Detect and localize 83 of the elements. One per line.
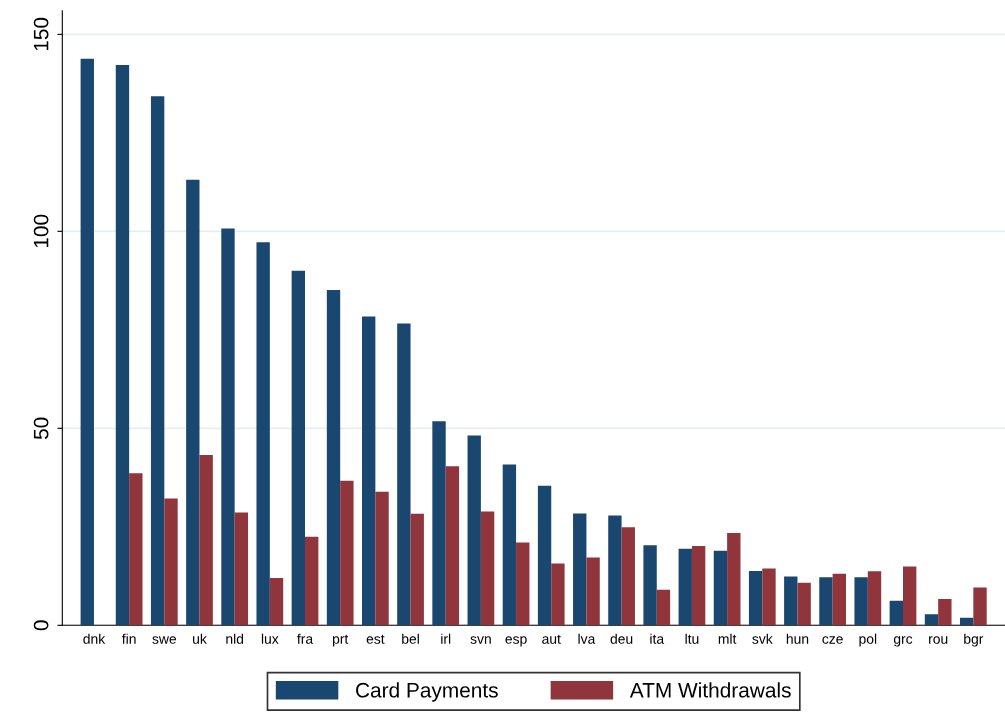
bar bbox=[748, 570, 763, 626]
bar bbox=[340, 480, 354, 626]
bar bbox=[80, 58, 94, 626]
bar bbox=[537, 485, 552, 626]
bar bbox=[889, 600, 903, 626]
x-tick-label: fra bbox=[297, 633, 314, 644]
bar bbox=[115, 65, 130, 626]
bar bbox=[608, 515, 622, 626]
bar bbox=[691, 546, 706, 626]
x-tick-label: aut bbox=[542, 634, 561, 644]
bar bbox=[832, 573, 847, 626]
x-tick-label: ltu bbox=[685, 633, 699, 644]
x-tick-label: hun bbox=[786, 633, 809, 644]
bar bbox=[854, 577, 868, 626]
x-tick-label: bgr bbox=[964, 633, 984, 647]
x-tick-label: nld bbox=[226, 633, 244, 644]
bar bbox=[678, 548, 692, 626]
x-tick-label: cze bbox=[822, 636, 843, 644]
bar bbox=[362, 316, 376, 626]
bar bbox=[375, 491, 389, 626]
x-tick-label: bel bbox=[402, 633, 419, 644]
y-tick-label: 100 bbox=[33, 214, 49, 248]
bar bbox=[959, 617, 974, 626]
bar bbox=[305, 536, 319, 626]
bar bbox=[713, 550, 728, 626]
bar bbox=[573, 513, 587, 626]
x-tick-label: svk bbox=[752, 633, 773, 644]
x-tick-label: esp bbox=[505, 636, 527, 647]
bar bbox=[256, 242, 270, 626]
bar bbox=[445, 466, 460, 626]
bar bbox=[432, 421, 446, 626]
bar bbox=[186, 179, 200, 626]
bar bbox=[326, 290, 341, 626]
x-tick-label: ita bbox=[650, 633, 665, 644]
bar bbox=[551, 563, 565, 626]
x-tick-label: svn bbox=[470, 636, 491, 644]
bar bbox=[516, 542, 530, 626]
bar bbox=[727, 533, 741, 626]
bar bbox=[467, 435, 481, 626]
x-tick-label: mlt bbox=[718, 633, 737, 644]
bar bbox=[150, 96, 165, 626]
x-tick-label: uk bbox=[193, 633, 207, 644]
legend-label: Card Payments bbox=[356, 682, 498, 702]
y-tick-label: 150 bbox=[33, 17, 49, 51]
bar bbox=[234, 512, 249, 626]
x-tick-label: deu bbox=[610, 633, 633, 644]
x-tick-label: lva bbox=[578, 633, 596, 644]
x-tick-label: est bbox=[366, 634, 385, 644]
bar bbox=[797, 582, 811, 626]
bar bbox=[291, 270, 306, 626]
x-tick-label: fin bbox=[122, 633, 136, 644]
bar bbox=[410, 513, 424, 626]
bar bbox=[621, 527, 635, 626]
bar bbox=[656, 589, 671, 626]
bar bbox=[819, 577, 833, 626]
bar bbox=[762, 568, 776, 626]
x-tick-label: pol bbox=[859, 633, 877, 647]
bar bbox=[586, 557, 600, 626]
x-tick-label: dnk bbox=[83, 633, 106, 644]
bar bbox=[867, 571, 882, 626]
bar bbox=[269, 578, 284, 626]
bar bbox=[221, 228, 235, 626]
y-tick-label: 50 bbox=[33, 417, 49, 440]
bar bbox=[784, 576, 798, 626]
x-tick-label: irl bbox=[441, 633, 451, 644]
x-tick-label: grc bbox=[893, 636, 913, 647]
bar bbox=[502, 464, 517, 626]
x-tick-label: lux bbox=[261, 633, 279, 644]
y-tick-label: 0 bbox=[33, 620, 49, 631]
bar bbox=[902, 566, 917, 626]
bar bbox=[643, 545, 657, 626]
bar bbox=[397, 323, 411, 626]
legend-label: ATM Withdrawals bbox=[629, 682, 791, 698]
bar bbox=[938, 598, 952, 626]
bar bbox=[199, 455, 213, 626]
bar bbox=[924, 614, 939, 626]
bar bbox=[129, 473, 143, 626]
bar bbox=[973, 587, 987, 626]
bar bbox=[164, 498, 178, 626]
x-tick-label: prt bbox=[332, 634, 349, 647]
bar bbox=[480, 511, 495, 626]
x-tick-label: rou bbox=[929, 636, 948, 644]
x-tick-label: swe bbox=[152, 636, 177, 644]
